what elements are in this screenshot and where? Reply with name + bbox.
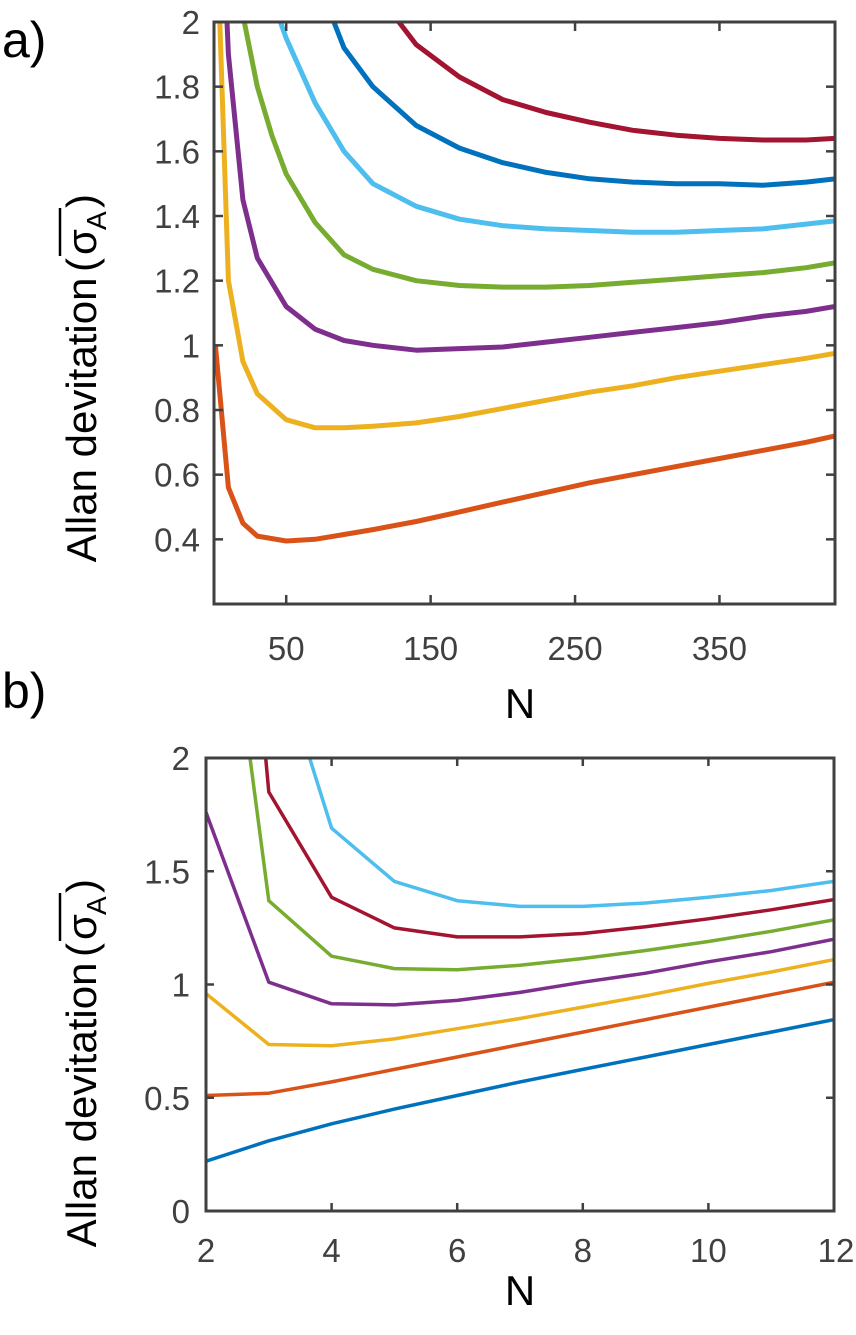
panel-b-x-axis-label: N <box>505 1267 535 1314</box>
panel-a-ytick-label: 1.4 <box>154 198 200 235</box>
panel-a-y-axis-label: Allan devitation ( σ A ) <box>58 194 112 562</box>
panel-a-ytick-label: 0.6 <box>154 457 200 494</box>
panel-b-series-yellow <box>206 957 834 1048</box>
panel-b-ytick-label: 1.5 <box>144 853 190 890</box>
panel-b-axes-box <box>204 756 836 1213</box>
panel-a-plot-area <box>214 22 835 544</box>
panel-a-xtick-label: 50 <box>268 630 305 667</box>
panel-a-xtick-label: 150 <box>403 630 458 667</box>
panel-b-y-axis-label: Allan devitation ( σ A ) <box>58 879 112 1247</box>
panel-a-xtick-label: 250 <box>548 630 603 667</box>
panel-a-ytick-label: 0.8 <box>154 392 200 429</box>
panel-a-series-green <box>241 22 835 290</box>
panel-a-xtick-label: 350 <box>692 630 747 667</box>
panel-b-y-paren-open: ( <box>58 943 105 957</box>
panel-b-y-paren-close: ) <box>58 879 105 893</box>
panel-b-xtick-label: 6 <box>448 1232 466 1269</box>
panel-b-series-blue <box>206 1017 834 1163</box>
panel-b-y-axis-label-text: Allan devitation <box>58 963 105 1248</box>
panel-b-series-light-blue <box>307 758 834 909</box>
panel-a-y-paren-open: ( <box>58 258 105 272</box>
panel-b-series-purple <box>206 811 834 1007</box>
panel-b-y-symbol: σ <box>58 914 105 940</box>
panel-b-xtick-label: 4 <box>322 1232 340 1269</box>
panel-b-series-green <box>248 758 834 972</box>
panel-b-y-subscript: A <box>81 896 112 915</box>
panel-a-ytick-label: 1.6 <box>154 133 200 170</box>
panel-a-ytick-label: 0.4 <box>154 521 200 558</box>
panel-a-series-dark-red <box>396 22 835 143</box>
panel-b: b) 0 0.5 1 1.5 2 2 4 6 8 10 12 N Allan devitation … <box>2 663 854 1314</box>
panel-b-ytick-label: 0.5 <box>144 1080 190 1117</box>
panel-a-series-purple <box>224 22 835 353</box>
panel-a-ytick-label: 2 <box>182 4 200 41</box>
panel-a-ytick-label: 1.2 <box>154 263 200 300</box>
panel-b-xtick-label: 2 <box>197 1232 215 1269</box>
panel-b-ytick-label: 0 <box>172 1193 190 1230</box>
panel-a-ytick-label: 1 <box>182 327 200 364</box>
panel-b-xtick-label: 12 <box>818 1232 855 1269</box>
panel-b-plot-area <box>206 758 834 1163</box>
panel-b-xtick-label: 8 <box>574 1232 592 1269</box>
panel-b-ticks: 0 0.5 1 1.5 2 2 4 6 8 10 12 <box>144 740 854 1269</box>
panel-a-x-axis-label: N <box>505 680 535 727</box>
panel-a-y-axis-label-text: Allan devitation <box>58 278 105 563</box>
panel-a-letter: a) <box>2 12 46 68</box>
panel-a-series-blue <box>331 22 835 188</box>
panel-b-xtick-label: 10 <box>690 1232 727 1269</box>
panel-b-ytick-label: 1 <box>172 967 190 1004</box>
panel-a-axes-box <box>212 20 837 606</box>
panel-a-series-yellow <box>217 22 835 431</box>
panel-b-letter: b) <box>2 663 46 719</box>
panel-a-y-subscript: A <box>81 211 112 230</box>
panel-b-series-orange <box>206 980 834 1098</box>
panel-a-ytick-label: 1.8 <box>154 69 200 106</box>
panel-a-series-orange <box>214 345 835 544</box>
panel-b-series-dark-red <box>263 758 834 939</box>
panel-a-y-symbol: σ <box>58 229 105 255</box>
panel-a-series-light-blue <box>278 22 835 235</box>
panel-b-ytick-label: 2 <box>172 740 190 777</box>
panel-a-y-paren-close: ) <box>58 194 105 208</box>
